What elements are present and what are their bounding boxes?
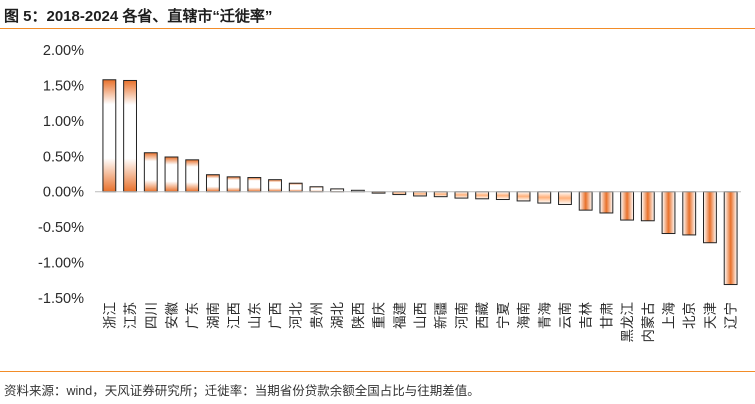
- x-tick-label: 广西: [268, 302, 284, 329]
- x-tick-label: 江西: [227, 302, 243, 329]
- x-tick-label: 吉林: [579, 302, 595, 329]
- x-tick-label: 湖南: [206, 302, 222, 329]
- x-tick-label: 重庆: [372, 302, 388, 329]
- bar-江苏: [123, 79, 137, 193]
- bar-广西: [268, 179, 282, 193]
- x-tick-label: 甘肃: [599, 302, 615, 329]
- x-tick-label: 河北: [289, 302, 305, 329]
- x-tick-label: 辽宁: [723, 302, 740, 329]
- bar-宁夏: [495, 191, 510, 201]
- x-tick-label: 安徽: [164, 302, 180, 329]
- x-tick-label: 四川: [144, 302, 160, 329]
- x-tick-label: 内蒙古: [641, 302, 657, 343]
- bar-山东: [247, 177, 262, 193]
- source-note: 资料来源：wind，天风证券研究所；迁徙率：当期省份贷款余额全国占比与往期差值。: [4, 384, 480, 398]
- y-tick-label: -0.50%: [38, 220, 84, 236]
- bar-黑龙江: [620, 191, 635, 221]
- x-tick-label: 浙江: [102, 302, 118, 329]
- x-tick-label: 北京: [682, 302, 698, 329]
- y-tick-label: 0.50%: [43, 149, 84, 165]
- bar-新疆: [433, 191, 448, 198]
- x-tick-label: 黑龙江: [620, 302, 636, 343]
- bar-江西: [226, 176, 241, 193]
- x-tick-label: 天津: [703, 302, 719, 329]
- x-tick-label: 宁夏: [495, 302, 512, 329]
- bar-浙江: [102, 79, 117, 193]
- bar-甘肃: [599, 191, 614, 214]
- source-divider: [0, 371, 755, 372]
- bar-青海: [537, 191, 552, 204]
- y-tick-label: 2.00%: [43, 43, 84, 59]
- x-tick-label: 云南: [558, 302, 574, 329]
- x-tick-label: 湖北: [330, 302, 346, 329]
- bar-山西: [413, 191, 427, 197]
- bar-天津: [703, 191, 717, 244]
- bar-海南: [516, 191, 531, 202]
- figure-title: 图 5：2018-2024 各省、直辖市“迁徙率”: [4, 8, 273, 25]
- x-tick-label: 贵州: [309, 302, 325, 329]
- y-tick-label: -1.00%: [38, 256, 84, 272]
- x-tick-label: 青海: [537, 302, 553, 329]
- x-tick-label: 河南: [454, 302, 470, 329]
- bar-河南: [454, 191, 469, 199]
- bar-贵州: [309, 186, 324, 193]
- x-tick-label: 广东: [185, 302, 201, 329]
- y-tick-label: 0.00%: [43, 185, 84, 201]
- x-tick-label: 上海: [662, 302, 678, 329]
- bar-辽宁: [723, 191, 738, 286]
- title-divider: [0, 28, 755, 29]
- x-axis: 浙江 江苏 四川 安徽 广东 湖南 江西 山东 广西 河北 贵州 湖北 陕西 重庆 福建 山西 新疆 河南 西藏 宁夏…: [102, 302, 739, 343]
- bar-湖南: [205, 174, 220, 193]
- bar-吉林: [578, 191, 593, 211]
- bar-河北: [288, 182, 303, 193]
- x-tick-label: 江苏: [123, 302, 139, 329]
- bar-安徽: [164, 156, 179, 193]
- y-tick-label: 1.50%: [43, 78, 84, 94]
- bar-西藏: [475, 191, 490, 200]
- x-tick-label: 山东: [247, 302, 263, 329]
- bar-chart: 2.00% 1.50% 1.00% 0.50% 0.00% -0.50% -1.00% -1.…: [38, 43, 741, 343]
- bar-上海: [661, 191, 676, 235]
- x-tick-label: 山西: [413, 302, 429, 329]
- x-tick-label: 海南: [517, 302, 533, 329]
- x-tick-label: 陕西: [351, 302, 367, 329]
- x-tick-label: 西藏: [475, 302, 491, 329]
- y-tick-label: 1.00%: [43, 114, 84, 130]
- x-tick-label: 新疆: [434, 302, 450, 329]
- bar-北京: [682, 191, 697, 236]
- bar-云南: [558, 191, 572, 205]
- y-axis: 2.00% 1.50% 1.00% 0.50% 0.00% -0.50% -1.00% -1.…: [38, 43, 84, 307]
- bar-广东: [185, 159, 200, 193]
- bar-内蒙古: [640, 191, 655, 222]
- y-tick-label: -1.50%: [38, 291, 84, 307]
- bar-series: [102, 79, 738, 286]
- x-tick-label: 福建: [392, 302, 408, 329]
- bar-四川: [143, 152, 158, 193]
